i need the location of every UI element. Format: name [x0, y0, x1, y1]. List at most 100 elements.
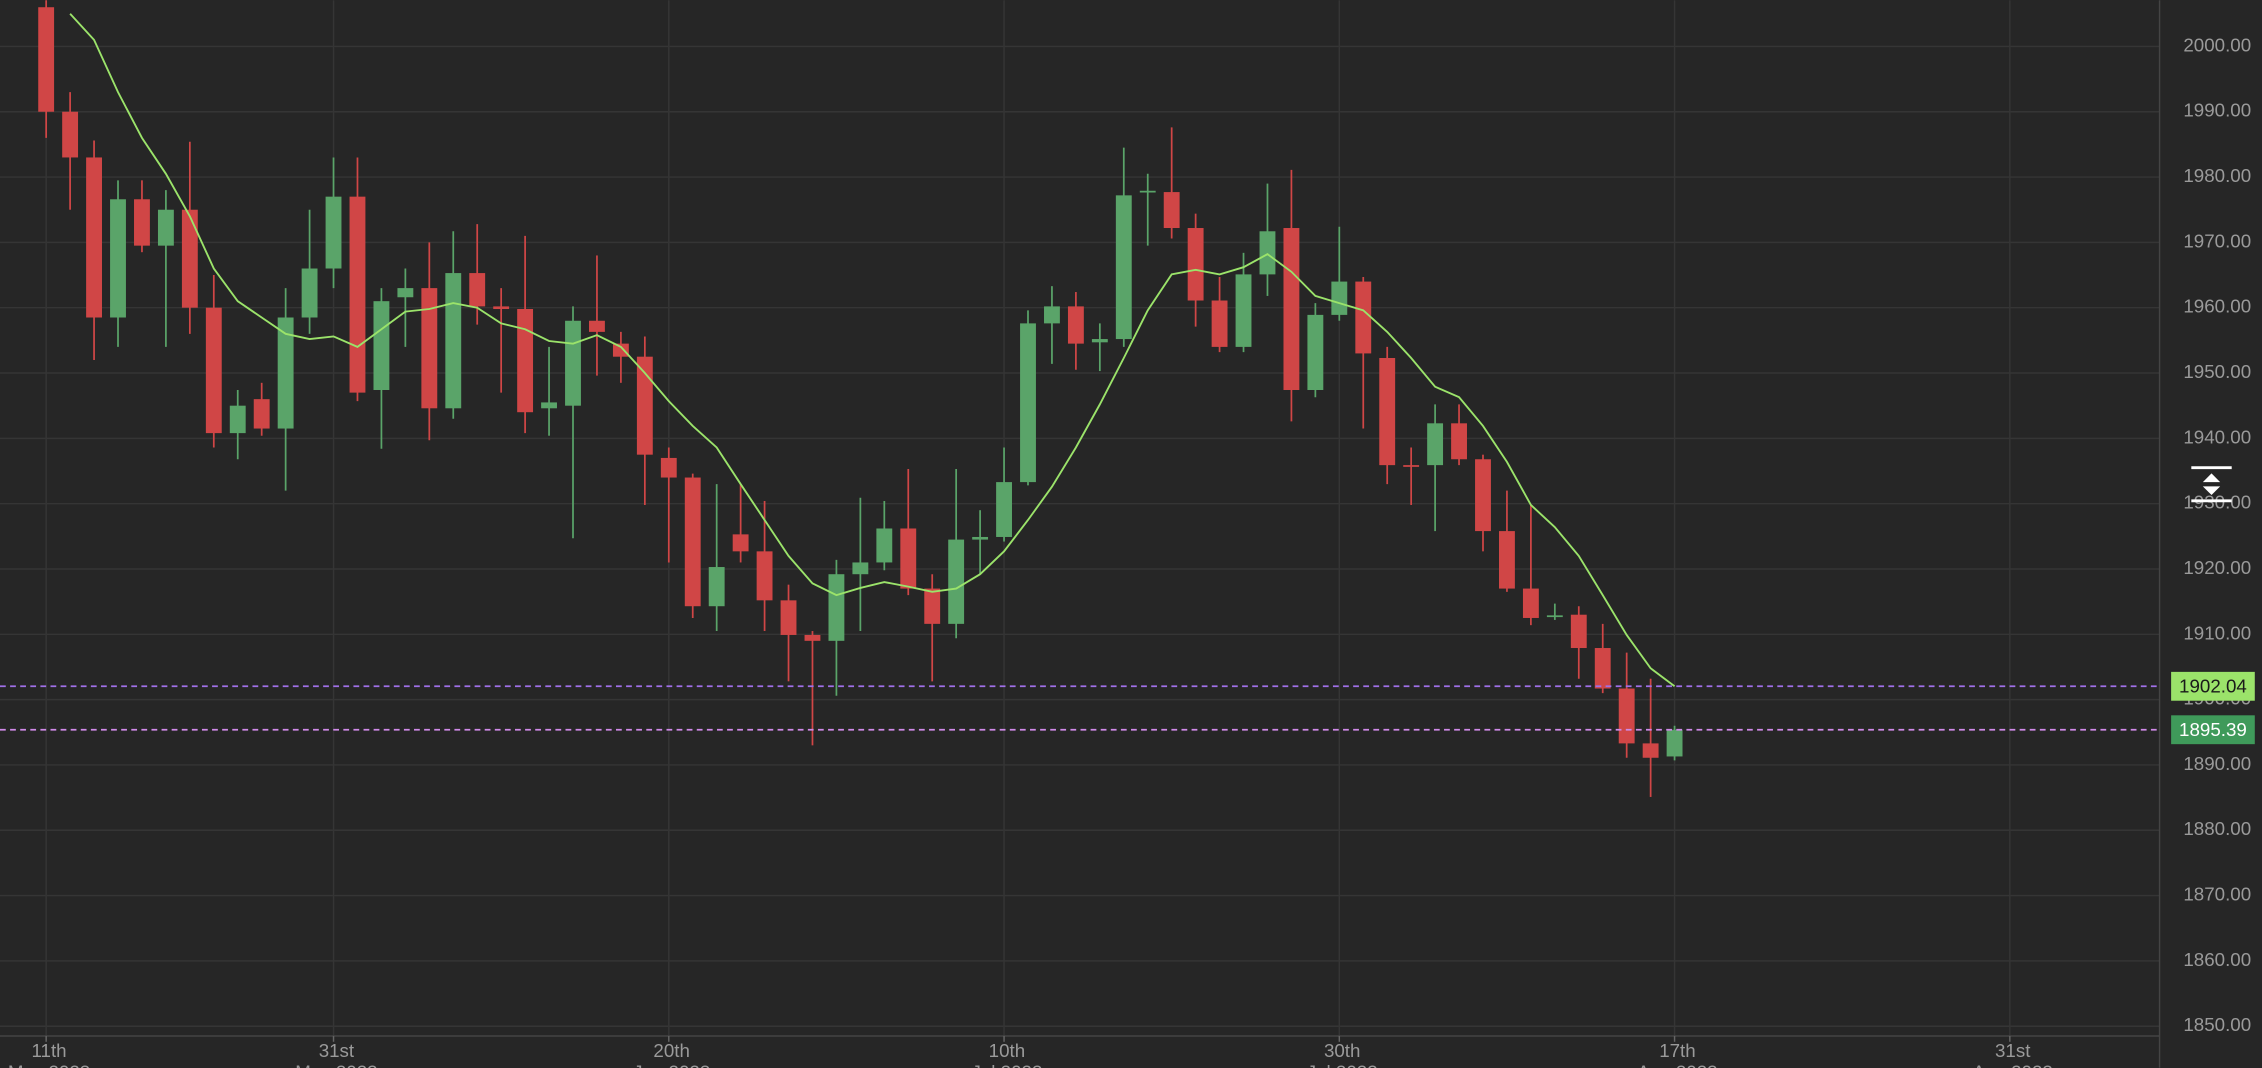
- y-tick-label: 1950.00: [2183, 361, 2251, 382]
- candle-body: [1331, 281, 1348, 315]
- y-tick-label: 2000.00: [2183, 34, 2251, 55]
- x-tick-label: 17th: [1659, 1040, 1696, 1061]
- candle-body: [1618, 688, 1635, 744]
- candle-body: [157, 209, 174, 246]
- candle-body: [1546, 615, 1563, 618]
- price-label: 1895.39: [2179, 719, 2247, 740]
- plot-area: [0, 0, 2160, 797]
- x-tick-label: 20th: [653, 1040, 690, 1061]
- candle-body: [1020, 323, 1036, 483]
- candle-body: [1475, 459, 1491, 532]
- candle-body: [205, 307, 222, 434]
- candle-body: [972, 536, 989, 540]
- candle-body: [373, 301, 390, 391]
- candle-body: [900, 528, 917, 589]
- price-label: 1902.04: [2179, 676, 2247, 697]
- y-tick-label: 1910.00: [2183, 622, 2251, 643]
- candle-body: [924, 588, 941, 624]
- candle-body: [1355, 281, 1372, 354]
- y-tick-label: 1990.00: [2183, 100, 2251, 121]
- candle-body: [852, 562, 869, 575]
- candle-body: [756, 551, 773, 601]
- candle-body: [1283, 228, 1300, 391]
- candle-body: [134, 199, 150, 246]
- candle-body: [517, 309, 534, 413]
- candle-body: [445, 273, 462, 409]
- candle-body: [349, 196, 366, 393]
- candle-body: [253, 399, 270, 429]
- candle-body: [86, 157, 102, 318]
- moving-average-line: [69, 13, 1676, 688]
- candle-body: [684, 477, 701, 607]
- candle-body: [38, 7, 55, 112]
- candle-body: [1115, 195, 1132, 340]
- candle-body: [1451, 423, 1467, 460]
- candle-body: [229, 405, 246, 434]
- y-tick-label: 1940.00: [2183, 426, 2251, 447]
- candle-body: [565, 320, 581, 406]
- candle-body: [1211, 300, 1228, 347]
- candle-body: [708, 567, 725, 607]
- x-period-label: Aug 2023: [1973, 1061, 2053, 1068]
- price-label-box: [2171, 715, 2255, 745]
- candle-body: [1091, 339, 1108, 343]
- x-tick-label: 11th: [31, 1040, 66, 1061]
- candle-body: [110, 199, 126, 318]
- candle-body: [1259, 231, 1276, 275]
- candle-body: [612, 343, 629, 357]
- y-tick-label: 1880.00: [2183, 818, 2251, 839]
- candle-body: [660, 457, 677, 478]
- candle-body: [181, 209, 198, 308]
- candle-body: [62, 111, 79, 158]
- candle-body: [1187, 228, 1204, 301]
- y-tick-label: 1860.00: [2183, 949, 2251, 970]
- candle-body: [541, 402, 557, 409]
- candle-body: [1666, 729, 1683, 757]
- candle-body: [1427, 423, 1444, 466]
- candle-body: [1522, 588, 1539, 618]
- candle-body: [469, 273, 486, 307]
- y-tick-label: 1890.00: [2183, 753, 2251, 774]
- x-tick-label: 31st: [1995, 1040, 2031, 1061]
- axes: 1850.001860.001870.001880.001890.001900.…: [8, 34, 2255, 1068]
- candle-body: [397, 288, 414, 298]
- candle-body: [828, 574, 845, 641]
- x-tick-label: 10th: [989, 1040, 1026, 1061]
- candle-body: [1594, 648, 1611, 689]
- y-tick-label: 1850.00: [2183, 1014, 2251, 1035]
- candle-body: [1642, 743, 1659, 758]
- candle-body: [589, 320, 605, 332]
- candle-body: [1044, 306, 1060, 324]
- x-tick-label: 31st: [319, 1040, 355, 1061]
- x-tick-label: 30th: [1324, 1040, 1361, 1061]
- candle-body: [636, 356, 653, 455]
- candle-body: [1570, 614, 1587, 649]
- y-tick-label: 1960.00: [2183, 296, 2251, 317]
- y-tick-label: 1970.00: [2183, 230, 2251, 251]
- candle-body: [1067, 306, 1084, 344]
- candle-body: [876, 528, 893, 563]
- candle-body: [1379, 357, 1396, 466]
- y-tick-label: 1980.00: [2183, 165, 2251, 186]
- x-period-label: May 2023: [8, 1061, 90, 1068]
- candle-body: [301, 268, 318, 318]
- candle-body: [1307, 314, 1324, 391]
- price-label-box: [2171, 671, 2255, 701]
- x-period-label: May 2023: [295, 1061, 377, 1068]
- candle-body: [1163, 192, 1180, 229]
- x-period-label: Aug 2023: [1637, 1061, 1717, 1068]
- candle-body: [948, 539, 965, 624]
- candle-body: [732, 534, 749, 552]
- y-tick-label: 1920.00: [2183, 557, 2251, 578]
- y-tick-label: 1870.00: [2183, 884, 2251, 905]
- candle-body: [1403, 465, 1420, 467]
- x-period-label: Jun 2023: [633, 1061, 710, 1068]
- candle-body: [421, 288, 438, 409]
- candle-body: [325, 196, 342, 269]
- x-period-label: Jul 2023: [971, 1061, 1042, 1068]
- candle-body: [493, 306, 510, 310]
- candle-body: [780, 600, 797, 635]
- resize-handle[interactable]: [2191, 466, 2232, 503]
